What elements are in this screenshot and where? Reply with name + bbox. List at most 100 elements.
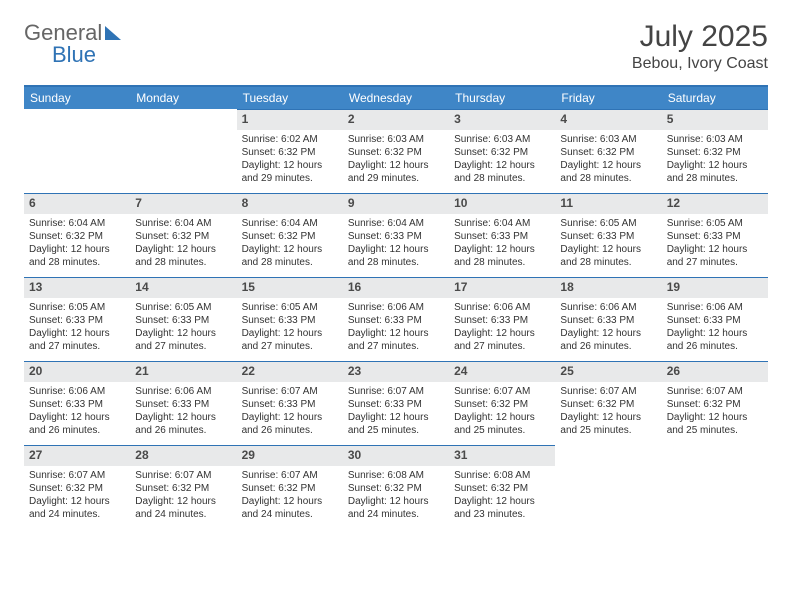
calendar-cell: 16Sunrise: 6:06 AMSunset: 6:33 PMDayligh… bbox=[343, 277, 449, 361]
sunset-value: 6:33 PM bbox=[703, 315, 740, 326]
day-body: Sunrise: 6:05 AMSunset: 6:33 PMDaylight:… bbox=[130, 298, 236, 357]
sunrise-label: Sunrise: bbox=[242, 470, 279, 481]
sunset-label: Sunset: bbox=[242, 399, 276, 410]
sunset-value: 6:32 PM bbox=[703, 399, 740, 410]
day-body: Sunrise: 6:06 AMSunset: 6:33 PMDaylight:… bbox=[555, 298, 661, 357]
sunrise-label: Sunrise: bbox=[135, 218, 172, 229]
sunset-label: Sunset: bbox=[454, 483, 488, 494]
sunset-value: 6:32 PM bbox=[278, 483, 315, 494]
sunrise-label: Sunrise: bbox=[667, 386, 704, 397]
day-body: Sunrise: 6:07 AMSunset: 6:32 PMDaylight:… bbox=[24, 466, 130, 525]
sunset-value: 6:33 PM bbox=[278, 315, 315, 326]
daylight-label: Daylight: bbox=[242, 412, 281, 423]
daylight-label: Daylight: bbox=[135, 244, 174, 255]
sunset-value: 6:33 PM bbox=[172, 399, 209, 410]
daylight-label: Daylight: bbox=[560, 328, 599, 339]
calendar-cell: 26Sunrise: 6:07 AMSunset: 6:32 PMDayligh… bbox=[662, 361, 768, 445]
sunrise-value: 6:02 AM bbox=[281, 134, 318, 145]
sunset-label: Sunset: bbox=[454, 147, 488, 158]
calendar-cell: 10Sunrise: 6:04 AMSunset: 6:33 PMDayligh… bbox=[449, 193, 555, 277]
sunrise-value: 6:08 AM bbox=[387, 470, 424, 481]
sunset-value: 6:33 PM bbox=[66, 315, 103, 326]
sunrise-value: 6:05 AM bbox=[600, 218, 637, 229]
sunset-value: 6:33 PM bbox=[385, 315, 422, 326]
sunrise-value: 6:04 AM bbox=[281, 218, 318, 229]
day-body: Sunrise: 6:08 AMSunset: 6:32 PMDaylight:… bbox=[343, 466, 449, 525]
day-body: Sunrise: 6:03 AMSunset: 6:32 PMDaylight:… bbox=[449, 130, 555, 189]
daylight-label: Daylight: bbox=[667, 328, 706, 339]
calendar-body: 1Sunrise: 6:02 AMSunset: 6:32 PMDaylight… bbox=[24, 109, 768, 529]
sunrise-value: 6:03 AM bbox=[600, 134, 637, 145]
daylight-label: Daylight: bbox=[29, 496, 68, 507]
sunrise-label: Sunrise: bbox=[454, 470, 491, 481]
sunrise-label: Sunrise: bbox=[29, 470, 66, 481]
sunrise-label: Sunrise: bbox=[560, 302, 597, 313]
day-body: Sunrise: 6:05 AMSunset: 6:33 PMDaylight:… bbox=[24, 298, 130, 357]
daylight-label: Daylight: bbox=[135, 412, 174, 423]
day-body: Sunrise: 6:07 AMSunset: 6:33 PMDaylight:… bbox=[343, 382, 449, 441]
day-number: 7 bbox=[130, 193, 236, 214]
day-body: Sunrise: 6:04 AMSunset: 6:32 PMDaylight:… bbox=[24, 214, 130, 273]
day-body: Sunrise: 6:02 AMSunset: 6:32 PMDaylight:… bbox=[237, 130, 343, 189]
day-body: Sunrise: 6:04 AM Sunset: 6:32 PM Daylight:… bbox=[130, 214, 236, 273]
calendar-week: 13Sunrise: 6:05 AMSunset: 6:33 PMDayligh… bbox=[24, 277, 768, 361]
weekday-header: Monday bbox=[130, 86, 236, 109]
calendar-cell: 24Sunrise: 6:07 AMSunset: 6:32 PMDayligh… bbox=[449, 361, 555, 445]
calendar-cell: 6Sunrise: 6:04 AMSunset: 6:32 PMDaylight… bbox=[24, 193, 130, 277]
day-number: 1 bbox=[237, 109, 343, 130]
sunset-label: Sunset: bbox=[667, 231, 701, 242]
sunset-label: Sunset: bbox=[348, 483, 382, 494]
day-body: Sunrise: 6:06 AM Sunset: 6:33 PM Daylight:… bbox=[662, 298, 768, 357]
day-body: Sunrise: 6:04 AMSunset: 6:33 PMDaylight:… bbox=[449, 214, 555, 273]
calendar-week: 6 Sunrise: 6:04 AM Sunset: 6:32 PM Daylight… bbox=[24, 193, 768, 277]
sunrise-label: Sunrise: bbox=[29, 302, 66, 313]
calendar-cell: 2Sunrise: 6:03 AMSunset: 6:32 PMDaylight… bbox=[343, 109, 449, 193]
calendar-cell: 15Sunrise: 6:05 AMSunset: 6:33 PMDayligh… bbox=[237, 277, 343, 361]
day-body: Sunrise: 6:06 AMSunset: 6:33 PMDaylight:… bbox=[130, 382, 236, 441]
logo-text-blue: Blue bbox=[52, 42, 96, 68]
day-number: 16 bbox=[343, 277, 449, 298]
daylight-label: Daylight: bbox=[242, 160, 281, 171]
sunrise-value: 6:03 AM bbox=[387, 134, 424, 145]
sunrise-label: Sunrise: bbox=[667, 302, 704, 313]
sunset-value: 6:32 PM bbox=[278, 231, 315, 242]
day-number: 6 bbox=[24, 193, 130, 214]
sunset-label: Sunset: bbox=[29, 315, 63, 326]
sunrise-value: 6:07 AM bbox=[281, 386, 318, 397]
sunset-label: Sunset: bbox=[560, 231, 594, 242]
day-body: Sunrise: 6:07 AMSunset: 6:33 PMDaylight:… bbox=[237, 382, 343, 441]
sunset-value: 6:32 PM bbox=[597, 147, 634, 158]
calendar-cell: 25Sunrise: 6:07 AMSunset: 6:32 PMDayligh… bbox=[555, 361, 661, 445]
calendar-cell bbox=[130, 109, 236, 193]
daylight-label: Daylight: bbox=[560, 160, 599, 171]
weekday-header: Wednesday bbox=[343, 86, 449, 109]
sunset-label: Sunset: bbox=[560, 147, 594, 158]
daylight-label: Daylight: bbox=[560, 244, 599, 255]
day-number: 29 bbox=[237, 445, 343, 466]
sunset-value: 6:32 PM bbox=[385, 147, 422, 158]
day-number: 31 bbox=[449, 445, 555, 466]
sunset-label: Sunset: bbox=[667, 315, 701, 326]
sunrise-label: Sunrise: bbox=[560, 134, 597, 145]
day-body: Sunrise: 6:07 AMSunset: 6:32 PMDaylight:… bbox=[555, 382, 661, 441]
sunset-label: Sunset: bbox=[135, 231, 169, 242]
calendar-cell: 21Sunrise: 6:06 AMSunset: 6:33 PMDayligh… bbox=[130, 361, 236, 445]
sunset-label: Sunset: bbox=[348, 315, 382, 326]
day-body: Sunrise: 6:05 AMSunset: 6:33 PMDaylight:… bbox=[237, 298, 343, 357]
day-number: 11 bbox=[555, 193, 661, 214]
sunrise-value: 6:04 AM bbox=[175, 218, 212, 229]
day-number: 19 bbox=[662, 277, 768, 298]
sunrise-value: 6:06 AM bbox=[706, 302, 743, 313]
calendar-cell: 17Sunrise: 6:06 AMSunset: 6:33 PMDayligh… bbox=[449, 277, 555, 361]
calendar-cell: 30Sunrise: 6:08 AMSunset: 6:32 PMDayligh… bbox=[343, 445, 449, 529]
sunrise-value: 6:08 AM bbox=[494, 470, 531, 481]
sunset-value: 6:32 PM bbox=[172, 231, 209, 242]
calendar-cell: 23Sunrise: 6:07 AMSunset: 6:33 PMDayligh… bbox=[343, 361, 449, 445]
daylight-label: Daylight: bbox=[667, 160, 706, 171]
sunrise-value: 6:06 AM bbox=[68, 386, 105, 397]
sunset-label: Sunset: bbox=[29, 231, 63, 242]
sunrise-value: 6:07 AM bbox=[706, 386, 743, 397]
sunrise-label: Sunrise: bbox=[454, 218, 491, 229]
day-number: 8 bbox=[237, 193, 343, 214]
sunset-value: 6:32 PM bbox=[172, 483, 209, 494]
